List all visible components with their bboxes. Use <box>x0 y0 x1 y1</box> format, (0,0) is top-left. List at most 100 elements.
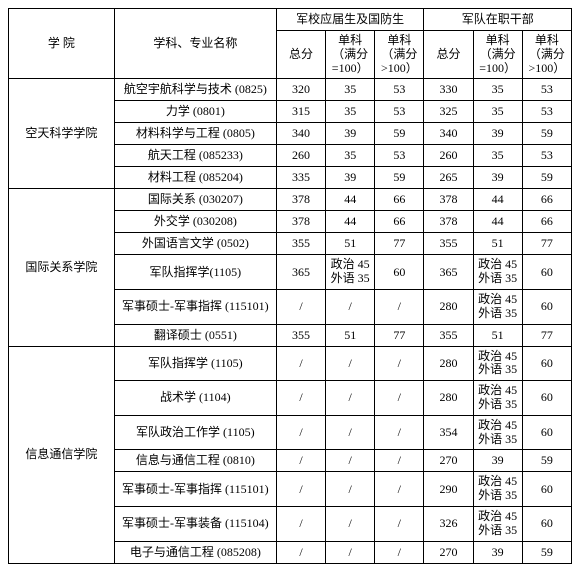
b-eq: 51 <box>473 233 522 255</box>
a-eq: 44 <box>326 189 375 211</box>
major-cell: 电子与通信工程 (085208) <box>114 541 276 563</box>
major-cell: 军队指挥学(1105) <box>114 255 276 290</box>
b-gt: 60 <box>522 415 571 450</box>
major-cell: 战术学 (1104) <box>114 381 276 416</box>
a-gt: 66 <box>375 211 424 233</box>
b-gt: 60 <box>522 381 571 416</box>
a-gt: / <box>375 541 424 563</box>
b-gt: 60 <box>522 506 571 541</box>
a-total: / <box>276 415 325 450</box>
hdr-group-a: 军校应届生及国防生 <box>276 9 423 31</box>
b-eq: 39 <box>473 450 522 472</box>
table-row: 信息通信学院军队指挥学 (1105)///280政治 45外语 3560 <box>9 346 572 381</box>
b-eq: 39 <box>473 541 522 563</box>
major-cell: 军队指挥学 (1105) <box>114 346 276 381</box>
b-total: 270 <box>424 541 473 563</box>
table-header: 学 院 学科、专业名称 军校应届生及国防生 军队在职干部 总分 单科（满分=10… <box>9 9 572 79</box>
a-total: / <box>276 506 325 541</box>
hdr-a-total: 总分 <box>276 31 325 79</box>
a-total: / <box>276 450 325 472</box>
b-gt: 60 <box>522 472 571 507</box>
a-gt: / <box>375 506 424 541</box>
a-eq: / <box>326 506 375 541</box>
b-total: 378 <box>424 189 473 211</box>
b-eq: 35 <box>473 145 522 167</box>
b-gt: 53 <box>522 101 571 123</box>
b-total: 325 <box>424 101 473 123</box>
a-gt: 53 <box>375 79 424 101</box>
a-gt: / <box>375 289 424 324</box>
a-total: 378 <box>276 211 325 233</box>
major-cell: 军事硕士-军事指挥 (115101) <box>114 472 276 507</box>
institute-cell: 国际关系学院 <box>9 189 115 346</box>
b-eq: 39 <box>473 123 522 145</box>
b-eq: 51 <box>473 324 522 346</box>
hdr-b-gt: 单科（满分>100） <box>522 31 571 79</box>
a-gt: 60 <box>375 255 424 290</box>
b-total: 365 <box>424 255 473 290</box>
b-eq: 政治 45外语 35 <box>473 415 522 450</box>
b-total: 260 <box>424 145 473 167</box>
a-gt: 53 <box>375 101 424 123</box>
a-gt: 66 <box>375 189 424 211</box>
b-eq: 39 <box>473 167 522 189</box>
a-eq: / <box>326 472 375 507</box>
b-gt: 77 <box>522 324 571 346</box>
hdr-b-eq: 单科（满分=100） <box>473 31 522 79</box>
b-gt: 59 <box>522 167 571 189</box>
b-eq: 44 <box>473 189 522 211</box>
major-cell: 军事硕士-军事指挥 (115101) <box>114 289 276 324</box>
score-table: 学 院 学科、专业名称 军校应届生及国防生 军队在职干部 总分 单科（满分=10… <box>8 8 572 564</box>
a-total: / <box>276 541 325 563</box>
a-total: 340 <box>276 123 325 145</box>
a-eq: / <box>326 541 375 563</box>
a-total: 260 <box>276 145 325 167</box>
a-gt: / <box>375 381 424 416</box>
b-eq: 政治 45外语 35 <box>473 289 522 324</box>
a-eq: 39 <box>326 123 375 145</box>
table-body: 空天科学学院航空宇航科学与技术 (0825)32035533303553力学 (… <box>9 79 572 563</box>
major-cell: 材料工程 (085204) <box>114 167 276 189</box>
major-cell: 材料科学与工程 (0805) <box>114 123 276 145</box>
a-total: 335 <box>276 167 325 189</box>
a-eq: 政治 45外语 35 <box>326 255 375 290</box>
a-eq: 51 <box>326 233 375 255</box>
b-gt: 53 <box>522 79 571 101</box>
major-cell: 信息与通信工程 (0810) <box>114 450 276 472</box>
b-gt: 59 <box>522 123 571 145</box>
b-total: 354 <box>424 415 473 450</box>
a-total: 315 <box>276 101 325 123</box>
b-total: 270 <box>424 450 473 472</box>
institute-cell: 信息通信学院 <box>9 346 115 563</box>
major-cell: 国际关系 (030207) <box>114 189 276 211</box>
major-cell: 航空宇航科学与技术 (0825) <box>114 79 276 101</box>
a-eq: 35 <box>326 101 375 123</box>
b-gt: 66 <box>522 189 571 211</box>
major-cell: 航天工程 (085233) <box>114 145 276 167</box>
b-gt: 53 <box>522 145 571 167</box>
b-eq: 政治 45外语 35 <box>473 346 522 381</box>
hdr-a-gt: 单科（满分>100） <box>375 31 424 79</box>
b-eq: 政治 45外语 35 <box>473 381 522 416</box>
a-gt: / <box>375 415 424 450</box>
b-gt: 66 <box>522 211 571 233</box>
a-total: 320 <box>276 79 325 101</box>
a-total: / <box>276 346 325 381</box>
a-gt: 59 <box>375 123 424 145</box>
a-gt: / <box>375 472 424 507</box>
a-gt: / <box>375 346 424 381</box>
b-total: 330 <box>424 79 473 101</box>
a-eq: 51 <box>326 324 375 346</box>
a-eq: 44 <box>326 211 375 233</box>
a-total: 355 <box>276 324 325 346</box>
a-eq: 39 <box>326 167 375 189</box>
b-total: 265 <box>424 167 473 189</box>
a-gt: 53 <box>375 145 424 167</box>
b-gt: 60 <box>522 255 571 290</box>
a-gt: 77 <box>375 324 424 346</box>
a-gt: 77 <box>375 233 424 255</box>
b-gt: 77 <box>522 233 571 255</box>
major-cell: 外交学 (030208) <box>114 211 276 233</box>
a-eq: / <box>326 415 375 450</box>
b-total: 290 <box>424 472 473 507</box>
